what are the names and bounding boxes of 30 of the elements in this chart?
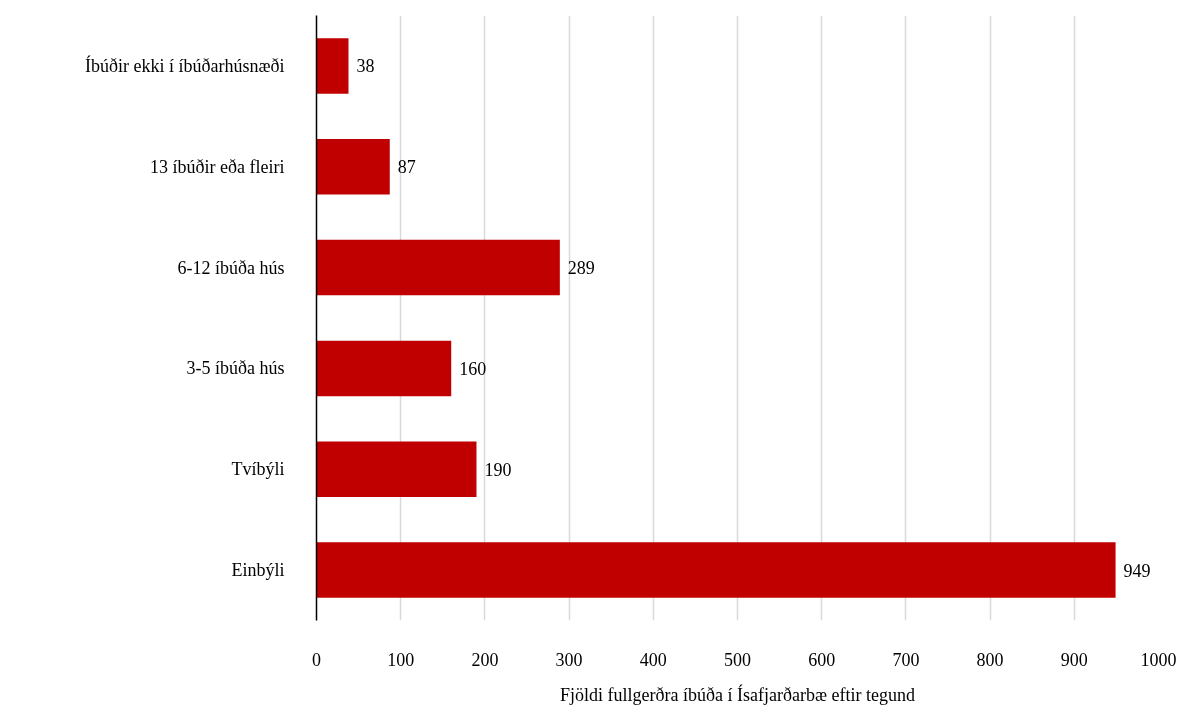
- x-axis-title: Fjöldi fullgerðra íbúða í Ísafjarðarbæ eftir tegund: [560, 683, 915, 705]
- y-tick-label: Einbýli: [231, 560, 285, 581]
- x-tick-label: 700: [892, 649, 920, 670]
- data-label: 949: [1123, 560, 1151, 581]
- data-label: 87: [397, 157, 416, 178]
- data-label: 38: [356, 56, 375, 77]
- x-tick-label: 100: [387, 649, 415, 670]
- bar: [316, 38, 349, 94]
- data-label: 160: [459, 358, 487, 379]
- x-tick-label: 200: [471, 649, 499, 670]
- data-label: 289: [567, 258, 595, 279]
- x-tick-label: 600: [808, 649, 836, 670]
- x-tick-label: 0: [312, 649, 321, 670]
- y-tick-label: Íbúðir ekki í íbúðarhúsnæði: [85, 54, 285, 76]
- y-tick-label: 13 íbúðir eða fleiri: [150, 156, 285, 177]
- y-tick-label: 3-5 íbúða hús: [186, 358, 285, 379]
- x-tick-label: 900: [1060, 649, 1088, 670]
- x-tick-label: 800: [976, 649, 1004, 670]
- x-tick-label: 1000: [1140, 649, 1177, 670]
- bar: [316, 139, 390, 195]
- x-tick-label: 300: [555, 649, 583, 670]
- bar: [316, 340, 452, 397]
- data-label: 190: [484, 459, 512, 480]
- x-tick-label: 500: [724, 649, 751, 670]
- bar: [316, 542, 1116, 598]
- x-tick-label: 400: [639, 649, 667, 670]
- y-tick-label: 6-12 íbúða hús: [177, 257, 285, 278]
- y-tick-label: Tvíbýli: [231, 459, 285, 480]
- bar: [316, 239, 560, 296]
- bar: [316, 441, 477, 497]
